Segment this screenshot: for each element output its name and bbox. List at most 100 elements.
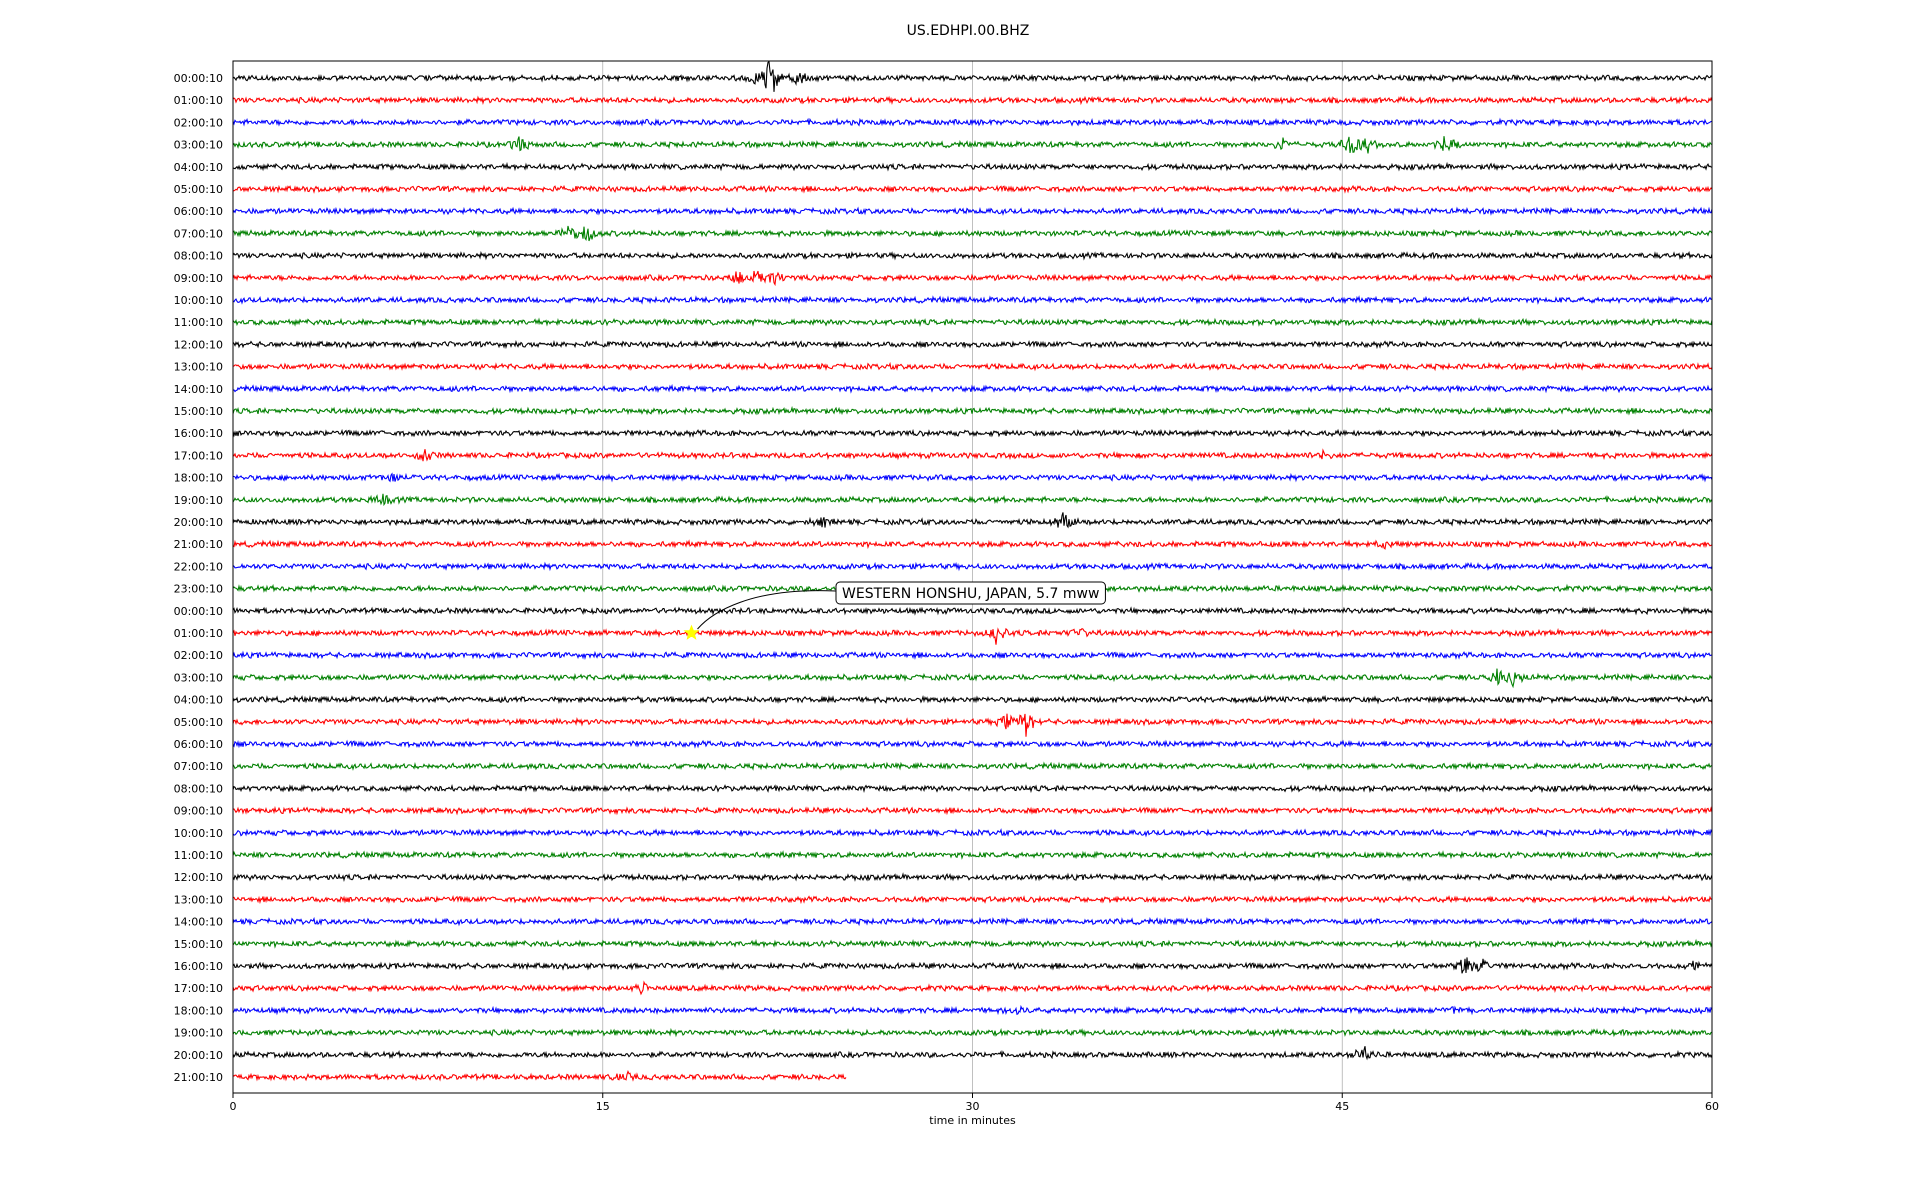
row-label-19: 19:00:10 (174, 494, 223, 507)
trace-row-16 (232, 428, 1713, 438)
row-label-44: 20:00:10 (174, 1049, 223, 1062)
trace-row-42 (232, 1004, 1713, 1016)
trace-row-20 (232, 512, 1713, 529)
trace-row-22 (232, 561, 1713, 572)
trace-row-45 (232, 1069, 847, 1082)
annotation-box-0 (835, 581, 1106, 605)
row-label-27: 03:00:10 (174, 671, 223, 684)
row-label-36: 12:00:10 (174, 871, 223, 884)
trace-row-24 (232, 606, 1713, 616)
trace-row-31 (232, 761, 1713, 772)
trace-row-14 (232, 383, 1713, 394)
row-label-15: 15:00:10 (174, 405, 223, 418)
trace-row-19 (232, 493, 1713, 507)
annotation-connector-0 (697, 590, 837, 630)
row-label-26: 02:00:10 (174, 649, 223, 662)
row-label-40: 16:00:10 (174, 960, 223, 973)
row-label-41: 17:00:10 (174, 982, 223, 995)
trace-row-32 (232, 783, 1713, 794)
row-labels: 00:00:10 01:00:10 02:00:10 03:00:10 04:00:10… (174, 72, 223, 1084)
row-label-35: 11:00:10 (174, 849, 223, 862)
row-label-38: 14:00:10 (174, 916, 223, 929)
trace-row-15 (232, 405, 1713, 416)
trace-row-29 (232, 713, 1713, 737)
x-tick-label-3: 45 (1335, 1100, 1349, 1113)
row-label-30: 06:00:10 (174, 738, 223, 751)
row-label-13: 13:00:10 (174, 361, 223, 374)
row-label-33: 09:00:10 (174, 805, 223, 818)
trace-row-30 (232, 739, 1713, 749)
row-label-2: 02:00:10 (174, 116, 223, 129)
trace-row-6 (232, 206, 1713, 216)
trace-row-17 (232, 448, 1713, 462)
trace-row-40 (232, 957, 1713, 974)
row-label-39: 15:00:10 (174, 938, 223, 951)
trace-row-8 (232, 250, 1713, 261)
trace-row-35 (232, 850, 1713, 860)
trace-row-39 (232, 938, 1713, 949)
row-label-6: 06:00:10 (174, 205, 223, 218)
x-tick-label-4: 60 (1705, 1100, 1719, 1113)
trace-row-2 (232, 117, 1713, 127)
trace-row-18 (232, 472, 1713, 483)
row-label-31: 07:00:10 (174, 760, 223, 773)
trace-row-5 (232, 184, 1713, 194)
row-label-43: 19:00:10 (174, 1027, 223, 1040)
chart-title: US.EDHPI.00.BHZ (907, 23, 1030, 39)
row-label-5: 05:00:10 (174, 183, 223, 196)
trace-row-44 (232, 1046, 1713, 1061)
trace-row-38 (232, 916, 1713, 927)
row-label-25: 01:00:10 (174, 627, 223, 640)
trace-row-0 (232, 60, 1713, 92)
row-label-14: 14:00:10 (174, 383, 223, 396)
x-axis-label: time in minutes (929, 1114, 1016, 1127)
row-label-16: 16:00:10 (174, 427, 223, 440)
grid-lines (602, 61, 1343, 1093)
trace-row-37 (232, 894, 1713, 905)
row-label-28: 04:00:10 (174, 694, 223, 707)
trace-row-36 (232, 872, 1713, 883)
trace-row-11 (232, 317, 1713, 327)
trace-row-12 (232, 339, 1713, 350)
trace-row-26 (232, 650, 1713, 661)
x-tick-label-2: 30 (966, 1100, 980, 1113)
trace-row-9 (232, 270, 1713, 287)
x-tick-label-1: 15 (596, 1100, 610, 1113)
row-label-32: 08:00:10 (174, 782, 223, 795)
trace-row-43 (232, 1027, 1713, 1038)
trace-row-3 (232, 136, 1713, 154)
trace-row-41 (232, 980, 1713, 996)
trace-row-13 (232, 361, 1713, 372)
trace-row-27 (232, 668, 1713, 689)
trace-row-21 (232, 539, 1713, 550)
event-star-marker-0 (683, 624, 700, 640)
row-label-24: 00:00:10 (174, 605, 223, 618)
row-label-21: 21:00:10 (174, 538, 223, 551)
row-label-29: 05:00:10 (174, 716, 223, 729)
trace-row-7 (232, 225, 1713, 242)
trace-group (232, 60, 1713, 1082)
row-label-37: 13:00:10 (174, 893, 223, 906)
row-label-4: 04:00:10 (174, 161, 223, 174)
row-label-34: 10:00:10 (174, 827, 223, 840)
trace-row-34 (232, 828, 1713, 838)
row-label-17: 17:00:10 (174, 449, 223, 462)
trace-row-33 (232, 805, 1713, 816)
row-label-42: 18:00:10 (174, 1004, 223, 1017)
trace-row-10 (232, 295, 1713, 305)
row-label-8: 08:00:10 (174, 250, 223, 263)
row-label-10: 10:00:10 (174, 294, 223, 307)
annotation-group: WESTERN HONSHU, JAPAN, 5.7 mww (683, 581, 1106, 640)
row-label-22: 22:00:10 (174, 560, 223, 573)
row-label-45: 21:00:10 (174, 1071, 223, 1084)
row-label-20: 20:00:10 (174, 516, 223, 529)
row-label-1: 01:00:10 (174, 94, 223, 107)
x-tick-label-0: 0 (230, 1100, 237, 1113)
row-label-3: 03:00:10 (174, 139, 223, 152)
annotation-label-0: WESTERN HONSHU, JAPAN, 5.7 mww (842, 586, 1099, 602)
trace-row-25 (232, 627, 1713, 645)
row-label-18: 18:00:10 (174, 472, 223, 485)
trace-row-4 (232, 161, 1713, 172)
trace-row-28 (232, 694, 1713, 705)
